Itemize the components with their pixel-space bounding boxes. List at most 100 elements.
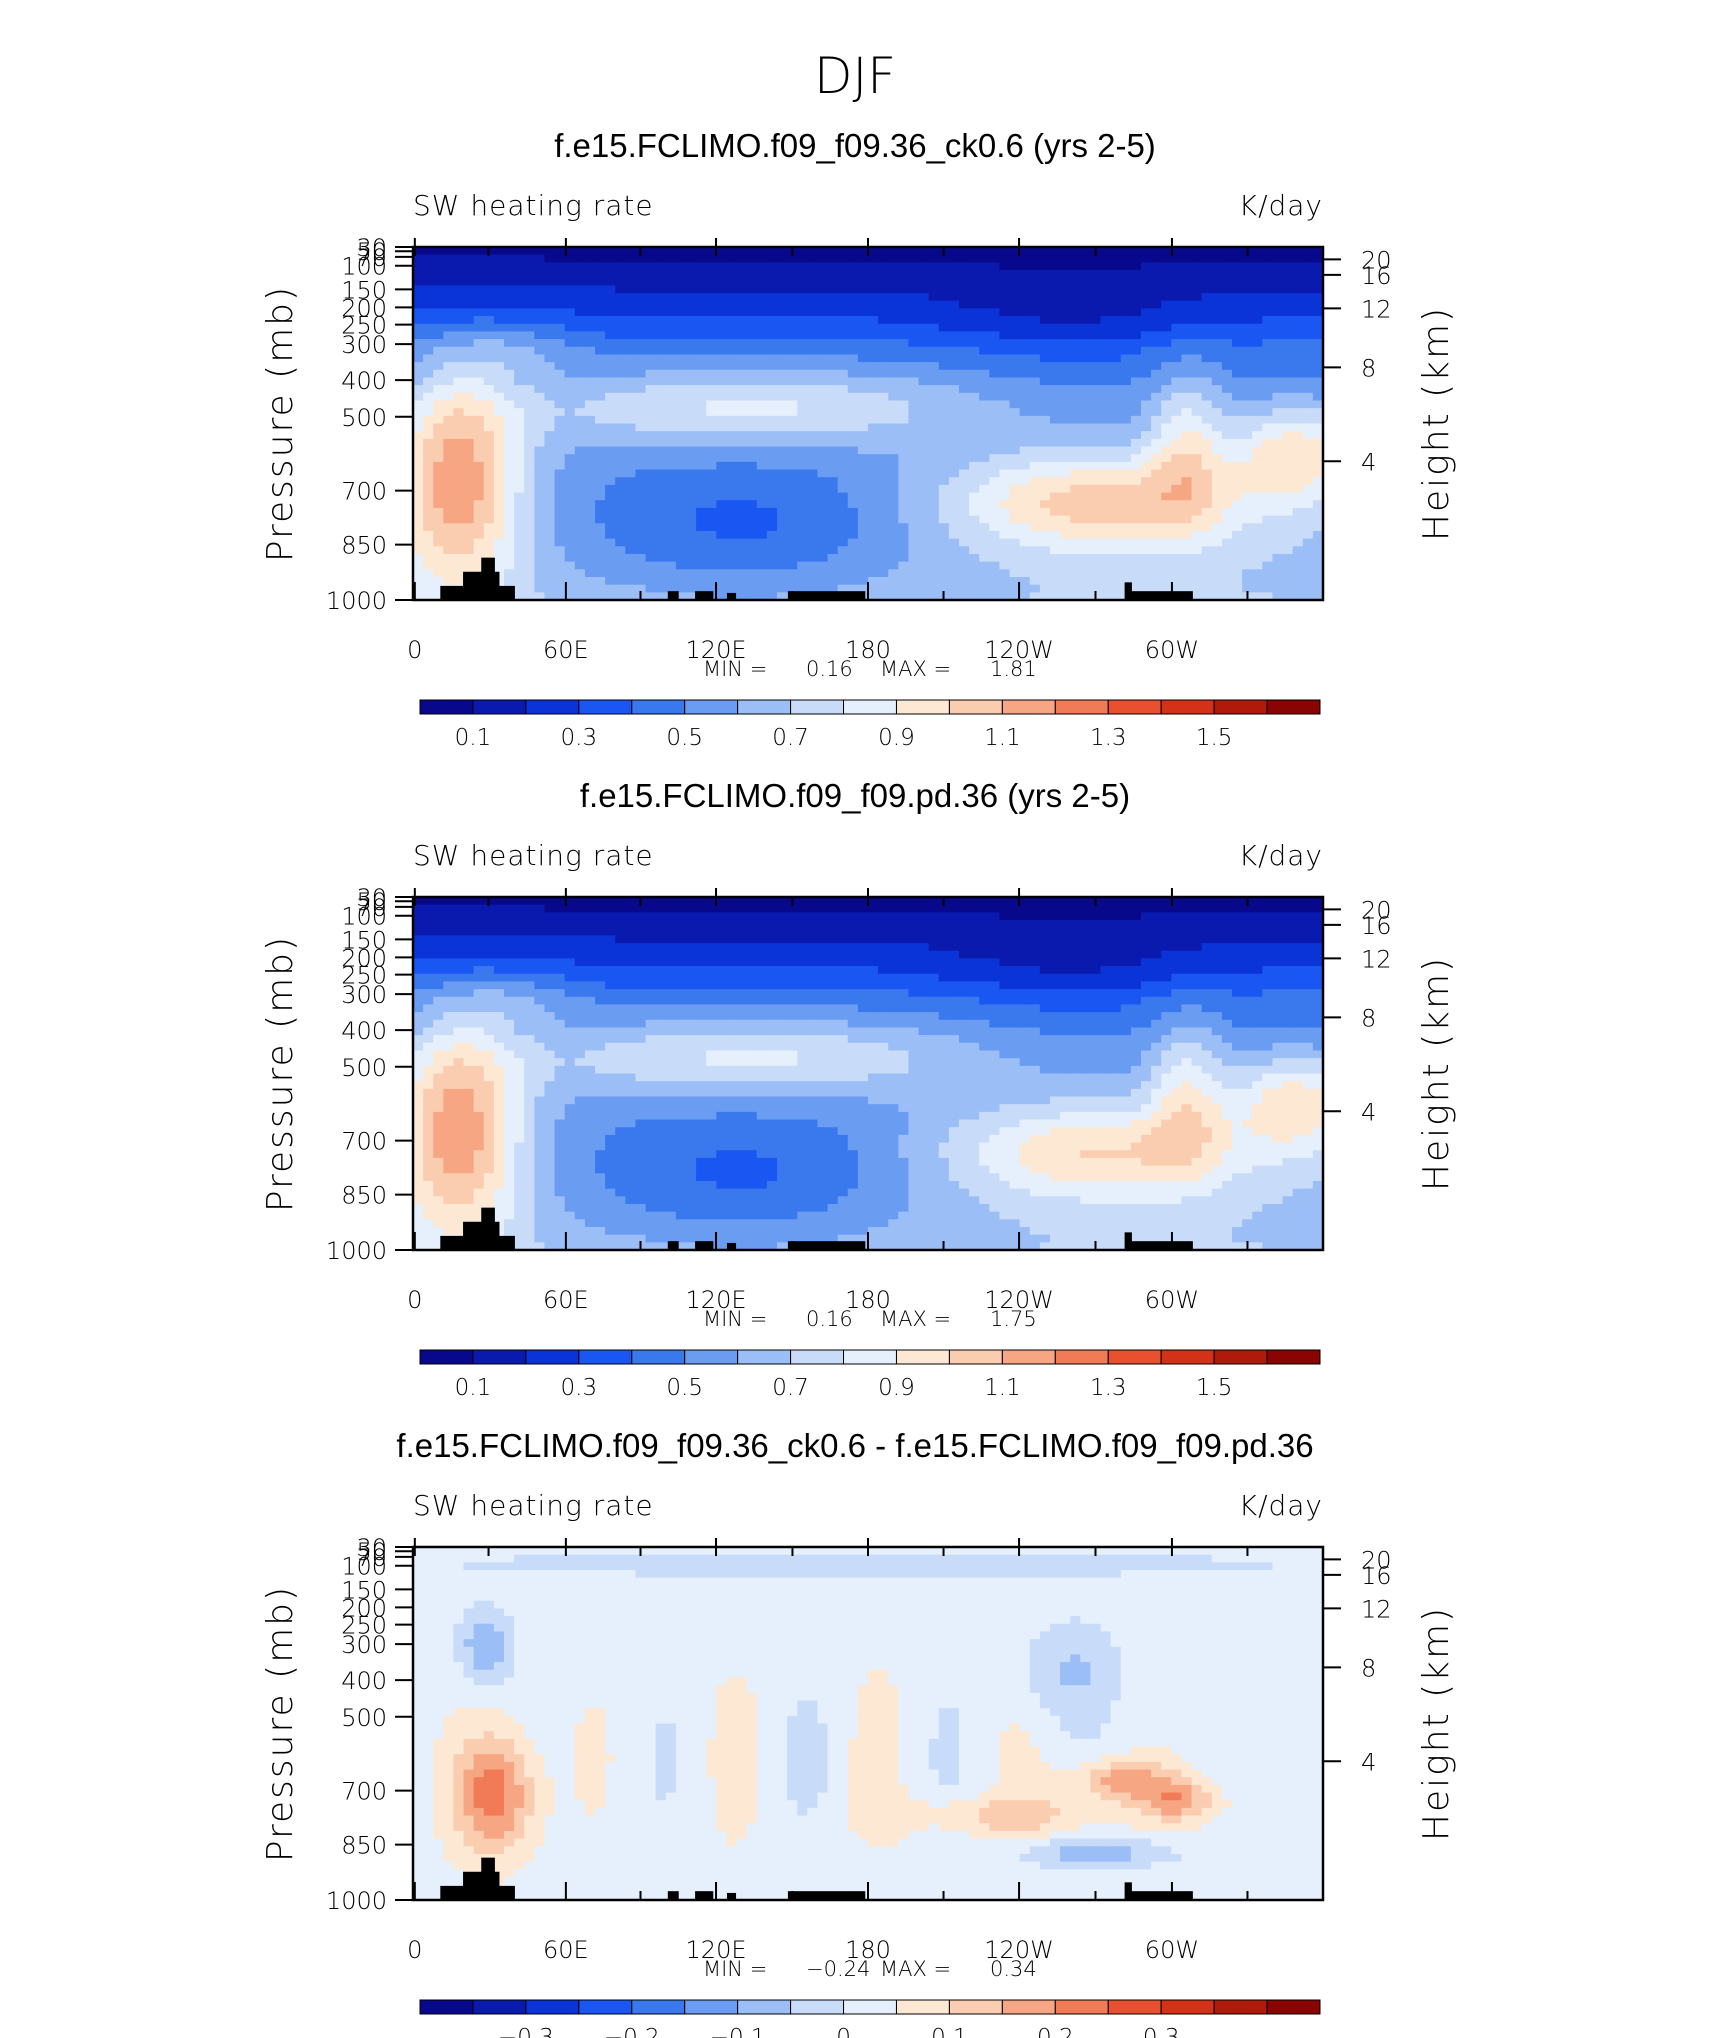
colorbar-label: −0.2: [604, 2025, 660, 2038]
y-tick-label: 400: [341, 367, 387, 395]
y-tick-label: 50: [356, 1538, 387, 1566]
colorbar-swatch: [737, 1999, 792, 2015]
y-right-tick-label: 4: [1361, 448, 1376, 476]
colorbar-swatch: [790, 1999, 845, 2015]
min-label: MIN =: [703, 1957, 767, 1981]
y-tick-label: 50: [356, 238, 387, 266]
y-right-tick-label: 20: [1361, 896, 1392, 924]
units-label: K/day: [1239, 189, 1323, 222]
y-right-tick-label: 20: [1361, 1546, 1392, 1574]
y-tick-label: 250: [341, 312, 387, 340]
colorbar-label: 0.1: [455, 1375, 492, 1401]
figure-title: DJF: [814, 47, 896, 105]
y-right-tick-label: 8: [1361, 1654, 1376, 1682]
colorbar-label: 0.3: [561, 1375, 598, 1401]
topography-mask: [481, 1207, 495, 1251]
y-right-tick-label: 16: [1361, 912, 1392, 940]
y-right-tick-label: 16: [1361, 262, 1392, 290]
y-tick-label: 30: [356, 884, 387, 912]
topography-mask: [695, 591, 714, 601]
y-tick-label: 100: [341, 253, 387, 281]
colorbar-swatch: [948, 699, 1003, 715]
colorbar-swatch: [525, 1349, 580, 1365]
colorbar-label: 0.5: [666, 725, 703, 751]
topography-mask: [667, 591, 679, 601]
y-tick-label: 400: [341, 1667, 387, 1695]
y-tick-label: 50: [356, 888, 387, 916]
topography-mask: [787, 591, 866, 601]
colorbar-swatch: [895, 699, 950, 715]
colorbar-swatch: [843, 699, 897, 715]
contour-field: [413, 1547, 1324, 1901]
colorbar-label: 0.7: [772, 1375, 809, 1401]
y-tick-label: 250: [341, 962, 387, 990]
topography-mask: [1124, 1232, 1132, 1251]
units-label: K/day: [1239, 1489, 1323, 1522]
y-tick-label: 700: [341, 478, 387, 506]
x-tick-label: 60E: [543, 1286, 589, 1314]
colorbar-label: 0.5: [666, 1375, 703, 1401]
y-tick-label: 70: [356, 894, 387, 922]
colorbar-swatch: [895, 1999, 950, 2015]
min-value: 0.16: [806, 657, 853, 681]
topography-mask: [787, 1241, 866, 1251]
y-tick-label: 1000: [326, 1237, 387, 1265]
colorbar-swatch: [472, 699, 527, 715]
colorbar-swatch: [1266, 1999, 1321, 2015]
contour-field: [413, 897, 1324, 1251]
colorbar-swatch: [631, 1349, 686, 1365]
topography-mask: [695, 1891, 714, 1901]
y-right-tick-label: 20: [1361, 246, 1392, 274]
colorbar: −0.3 −0.2 −0.1 0 0.1 0.2 0.3: [419, 1999, 1321, 2038]
y-tick-label: 1000: [326, 1887, 387, 1915]
topography-mask: [1124, 1882, 1132, 1901]
min-label: MIN =: [703, 657, 767, 681]
y-tick-label: 300: [341, 331, 387, 359]
y-tick-label: 200: [341, 1594, 387, 1622]
min-value: −0.24: [806, 1957, 870, 1981]
y-axis-right-label: Height (km): [1416, 956, 1457, 1191]
colorbar-swatch: [1107, 1999, 1162, 2015]
x-tick-label: 120E: [686, 1286, 747, 1314]
colorbar-label: 0.9: [878, 1375, 915, 1401]
y-tick-label: 700: [341, 1778, 387, 1806]
colorbar-swatch: [578, 1349, 633, 1365]
topography-mask: [481, 1857, 495, 1901]
y-tick-label: 30: [356, 234, 387, 262]
colorbar-swatch: [578, 699, 633, 715]
panel-title: f.e15.FCLIMO.f09_f09.pd.36 (yrs 2-5): [580, 777, 1130, 814]
chart-panel-3: f.e15.FCLIMO.f09_f09.36_ck0.6 - f.e15.FC…: [260, 1427, 1457, 2038]
colorbar-label: −0.3: [498, 2025, 554, 2038]
y-tick-label: 70: [356, 1544, 387, 1572]
topography-mask: [1125, 1241, 1193, 1251]
colorbar-swatch: [1213, 699, 1268, 715]
colorbar-swatch: [790, 1349, 845, 1365]
colorbar-label: 0.3: [561, 725, 598, 751]
colorbar-swatch: [843, 1349, 897, 1365]
colorbar-swatch: [1107, 699, 1162, 715]
colorbar-swatch: [1160, 699, 1215, 715]
x-tick-label: 60E: [543, 1936, 589, 1964]
y-right-tick-label: 12: [1361, 295, 1392, 323]
colorbar-swatch: [578, 1999, 633, 2015]
colorbar: 0.1 0.3 0.5 0.7 0.9 1.1 1.3 1.5: [419, 1349, 1321, 1401]
colorbar-swatch: [1213, 1999, 1268, 2015]
units-label: K/day: [1239, 839, 1323, 872]
colorbar-swatch: [843, 1999, 897, 2015]
variable-label: SW heating rate: [413, 1489, 654, 1522]
max-label: MAX =: [880, 657, 951, 681]
colorbar-swatch: [472, 1349, 527, 1365]
variable-label: SW heating rate: [413, 839, 654, 872]
colorbar-swatch: [1054, 1999, 1109, 2015]
y-tick-label: 850: [341, 1832, 387, 1860]
x-tick-label: 180: [845, 636, 891, 664]
y-right-tick-label: 8: [1361, 354, 1376, 382]
x-tick-label: 120W: [984, 636, 1054, 664]
topography-mask: [1125, 591, 1193, 601]
contour-field: [413, 247, 1324, 601]
y-tick-label: 500: [341, 1704, 387, 1732]
y-axis-right-label: Height (km): [1416, 1606, 1457, 1841]
colorbar-label: 1.3: [1090, 725, 1127, 751]
colorbar-label: 1.5: [1196, 725, 1233, 751]
y-right-tick-label: 12: [1361, 1595, 1392, 1623]
